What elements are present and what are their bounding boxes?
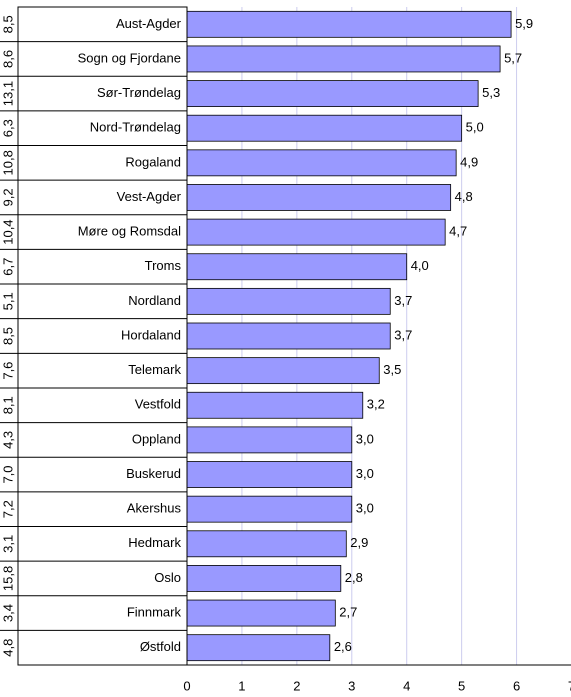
category-label: Sogn og Fjordane [78,50,181,65]
bar [186,184,452,211]
row-note: 3,4 [0,604,15,622]
category-label: Akershus [127,501,182,516]
bar [186,322,391,350]
category-label: Hedmark [128,535,181,550]
category-label: Sør-Trøndelag [97,85,181,100]
row-note: 8,1 [0,396,15,414]
category-label: Møre og Romsdal [78,224,181,239]
value-label: 3,7 [394,327,412,342]
value-label: 4,7 [449,224,467,239]
row-note: 7,6 [0,362,15,380]
value-label: 5,7 [504,50,522,65]
x-tick-label: 2 [293,678,300,693]
value-label: 5,0 [466,120,484,135]
row-note: 6,3 [0,119,15,137]
x-tick-label: 6 [513,678,520,693]
bar [186,149,457,177]
bar [186,530,347,558]
row-note: 4,8 [0,639,15,657]
category-label: Nordland [128,293,181,308]
bar [186,253,408,281]
value-label: 4,9 [460,154,478,169]
value-label: 2,9 [350,535,368,550]
row-note: 10,4 [0,219,15,244]
value-label: 3,0 [356,466,374,481]
value-label: 2,6 [334,639,352,654]
row-note: 15,8 [0,566,15,591]
category-label: Hordaland [121,327,181,342]
value-label: 3,7 [394,293,412,308]
category-label: Vestfold [135,397,181,412]
row-note: 7,0 [0,465,15,483]
x-tick-label: 0 [183,678,190,693]
value-label: 5,9 [515,16,533,31]
row-note: 3,1 [0,535,15,553]
row-note: 8,6 [0,50,15,68]
bar [186,218,446,246]
bar [186,391,364,419]
value-label: 3,0 [356,501,374,516]
category-label: Buskerud [126,466,181,481]
x-tick-label: 1 [238,678,245,693]
bar [186,426,353,454]
label-table [17,6,188,666]
value-label: 2,8 [345,570,363,585]
category-label: Østfold [140,639,181,654]
bar [186,45,501,73]
row-note: 6,7 [0,258,15,276]
row-note: 7,2 [0,500,15,518]
category-label: Oslo [154,570,181,585]
x-tick-label: 7 [568,678,571,693]
row-note: 13,1 [0,81,15,106]
x-tick-label: 4 [403,678,410,693]
category-label: Telemark [128,362,181,377]
bar [186,495,353,523]
value-label: 4,8 [455,189,473,204]
value-label: 3,2 [367,397,385,412]
row-note: 5,1 [0,292,15,310]
value-label: 3,5 [383,362,401,377]
category-label: Troms [145,258,182,273]
category-label: Finnmark [127,604,182,619]
bar [186,565,342,592]
value-label: 2,7 [339,604,357,619]
category-label: Vest-Agder [117,189,182,204]
x-tick-label: 3 [348,678,355,693]
value-label: 4,0 [411,258,429,273]
bar [186,634,331,662]
bar [186,80,479,107]
row-note: 8,5 [0,327,15,345]
value-label: 5,3 [482,85,500,100]
row-note: 9,2 [0,188,15,206]
x-tick-label: 5 [458,678,465,693]
value-label: 3,0 [356,431,374,446]
row-note: 8,5 [0,15,15,33]
category-label: Nord-Trøndelag [90,120,181,135]
row-note: 4,3 [0,431,15,449]
bar [186,357,380,385]
bar [186,10,512,38]
category-label: Rogaland [125,154,181,169]
category-label: Oppland [132,431,181,446]
bar [186,461,353,488]
row-note: 10,8 [0,150,15,175]
bar [186,287,391,315]
bar [186,599,336,627]
bar [186,114,463,142]
category-label: Aust-Agder [116,16,182,31]
